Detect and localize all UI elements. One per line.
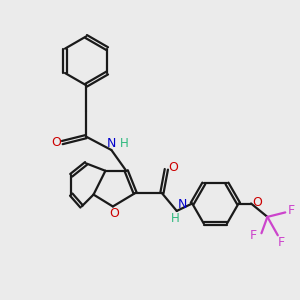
Text: N: N <box>107 137 116 150</box>
Text: N: N <box>177 199 187 212</box>
Text: O: O <box>110 207 119 220</box>
Text: H: H <box>119 137 128 150</box>
Text: O: O <box>253 196 262 208</box>
Text: H: H <box>171 212 180 225</box>
Text: O: O <box>51 136 61 149</box>
Text: F: F <box>278 236 285 249</box>
Text: F: F <box>288 204 295 218</box>
Text: F: F <box>250 229 257 242</box>
Text: O: O <box>168 161 178 174</box>
